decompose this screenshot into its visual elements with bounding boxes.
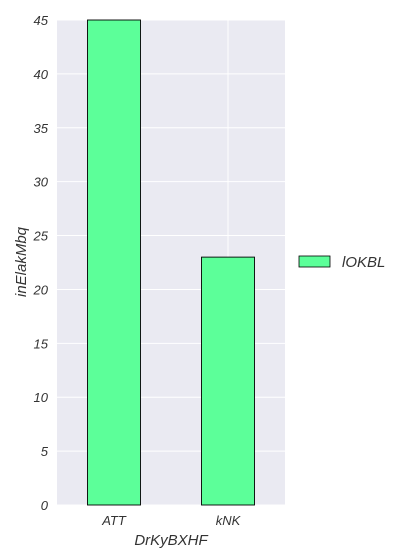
y-tick-label: 15	[34, 336, 49, 351]
x-tick-label: ATT	[101, 513, 127, 528]
x-tick-labels: ATT kNK	[101, 513, 241, 528]
x-axis-label: DrKyBXHF	[134, 532, 208, 549]
y-tick-labels: 0 5 10 15 20 25 30 35 40 45	[33, 13, 49, 513]
bar-att	[87, 19, 141, 506]
y-tick-label: 30	[34, 175, 49, 190]
y-tick-label: 45	[34, 13, 49, 28]
y-tick-label: 0	[41, 498, 49, 513]
y-tick-label: 40	[34, 67, 49, 82]
bar-knk	[201, 256, 255, 506]
y-tick-label: 35	[34, 121, 49, 136]
y-axis-label: inElakMbq	[13, 226, 30, 297]
bars	[87, 19, 255, 506]
x-tick-label: kNK	[216, 513, 242, 528]
legend-label: lOKBL	[342, 254, 385, 271]
y-tick-label: 5	[41, 444, 49, 459]
y-tick-label: 25	[33, 229, 49, 244]
legend: lOKBL	[298, 254, 385, 271]
y-tick-label: 10	[34, 390, 49, 405]
y-tick-label: 20	[33, 282, 49, 297]
legend-swatch	[298, 255, 331, 268]
